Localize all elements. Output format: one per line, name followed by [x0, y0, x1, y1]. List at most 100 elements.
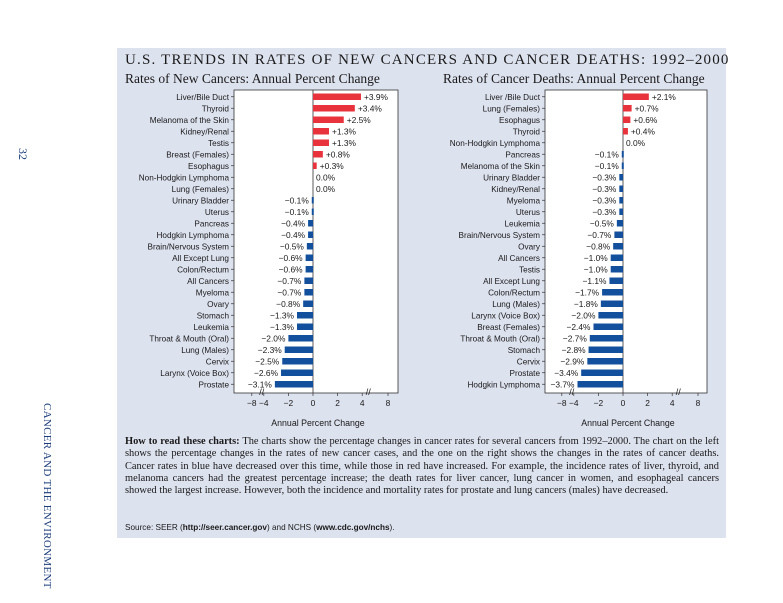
right-category-label: All Except Lung — [483, 277, 540, 286]
right-x-tick-label: −8 — [557, 398, 567, 408]
right-category-label: Testis — [519, 265, 540, 274]
left-value-label: −1.3% — [270, 322, 295, 332]
left-value-label: −0.7% — [277, 287, 302, 297]
right-category-label: Urinary Bladder — [483, 173, 540, 182]
right-value-label: −0.1% — [595, 149, 620, 159]
right-value-label: −2.7% — [563, 333, 588, 343]
right-value-label: −1.0% — [584, 253, 609, 263]
right-value-label: −2.4% — [566, 322, 591, 332]
right-value-label: +0.4% — [631, 126, 656, 136]
left-category-label: Testis — [208, 139, 229, 148]
left-bar — [313, 105, 355, 112]
left-axis-break-right: // — [366, 387, 372, 397]
left-category-label: Myeloma — [196, 288, 230, 297]
right-bar — [619, 208, 623, 215]
right-category-label: Uterus — [516, 208, 540, 217]
right-category-label: Thyroid — [513, 127, 541, 136]
left-x-tick-label: −4 — [259, 398, 269, 408]
left-bar — [297, 323, 313, 330]
right-value-label: −0.3% — [592, 184, 617, 194]
left-x-tick-label: 2 — [335, 398, 340, 408]
right-category-label: Lung (Females) — [483, 104, 541, 113]
left-category-label: Lung (Females) — [172, 185, 230, 194]
left-value-label: +1.3% — [332, 126, 357, 136]
left-category-label: Melanoma of the Skin — [150, 116, 230, 125]
left-value-label: −0.8% — [276, 299, 301, 309]
left-category-label: Cervix — [206, 357, 229, 366]
left-category-label: Urinary Bladder — [172, 196, 229, 205]
right-category-label: Prostate — [510, 369, 541, 378]
source-link-nchs[interactable]: www.cdc.gov/nchs — [316, 523, 390, 532]
left-category-label: Esophagus — [188, 162, 229, 171]
left-bar — [304, 277, 313, 284]
left-category-label: Pancreas — [194, 219, 229, 228]
right-value-label: −0.7% — [587, 230, 612, 240]
right-category-label: Cervix — [517, 357, 540, 366]
right-category-label: Non-Hodgkin Lymphoma — [450, 139, 541, 148]
left-category-label: Stomach — [197, 311, 230, 320]
left-value-label: +0.3% — [320, 161, 345, 171]
left-value-label: +1.3% — [332, 138, 357, 148]
source-middle: ) and NCHS ( — [266, 523, 317, 532]
right-category-label: Brain/Nervous System — [459, 231, 541, 240]
left-bar — [313, 93, 361, 100]
left-x-tick-label: 0 — [311, 398, 316, 408]
left-bar — [305, 254, 313, 261]
left-value-label: −0.6% — [279, 253, 304, 263]
right-bar — [621, 162, 624, 169]
left-value-label: −0.1% — [285, 195, 310, 205]
right-x-tick-label: 2 — [645, 398, 650, 408]
source-link-seer[interactable]: http://seer.cancer.gov — [182, 523, 267, 532]
right-value-label: −2.0% — [571, 310, 596, 320]
right-x-tick-label: −4 — [569, 398, 579, 408]
left-category-label: Liver/Bile Duct — [176, 93, 230, 102]
left-bar — [311, 197, 314, 204]
right-axis-break-left: // — [569, 387, 575, 397]
right-x-tick-label: 8 — [696, 398, 701, 408]
right-bar — [616, 220, 623, 227]
left-bar — [297, 312, 313, 319]
left-bar — [274, 381, 313, 388]
left-bar — [313, 128, 329, 135]
left-value-label: 0.0% — [316, 184, 336, 194]
right-category-label: Kidney/Renal — [491, 185, 540, 194]
left-category-label: Leukemia — [193, 323, 229, 332]
right-bar — [602, 289, 623, 296]
right-bar — [623, 93, 649, 100]
right-bar — [619, 185, 623, 192]
left-x-tick-label: 4 — [360, 398, 365, 408]
right-category-label: Liver /Bile Duct — [485, 93, 541, 102]
right-value-label: −2.9% — [560, 356, 585, 366]
figure-main-title: U.S. TRENDS IN RATES OF NEW CANCERS AND … — [125, 52, 730, 68]
left-category-label: Breast (Females) — [166, 150, 229, 159]
right-category-label: Leukemia — [504, 219, 540, 228]
how-to-read-text: How to read these charts: The charts sho… — [125, 436, 719, 497]
page-number: 32 — [16, 148, 30, 160]
right-bar — [589, 335, 623, 342]
left-category-label: Non-Hodgkin Lymphoma — [139, 173, 230, 182]
left-bar — [288, 335, 313, 342]
left-value-label: +0.8% — [326, 149, 351, 159]
right-bar — [610, 266, 623, 273]
left-category-label: Brain/Nervous System — [148, 242, 230, 251]
right-x-tick-label: −2 — [594, 398, 604, 408]
left-category-label: Thyroid — [202, 104, 230, 113]
right-x-axis-title: Annual Percent Change — [581, 418, 675, 428]
right-category-label: Throat & Mouth (Oral) — [460, 334, 540, 343]
section-side-label: CANCER AND THE ENVIRONMENT — [41, 403, 53, 589]
source-prefix: Source: SEER ( — [125, 523, 183, 532]
left-x-axis-title: Annual Percent Change — [271, 418, 365, 428]
left-bar — [281, 369, 313, 376]
right-plot-frame — [544, 89, 708, 394]
left-category-label: Throat & Mouth (Oral) — [149, 334, 229, 343]
left-value-label: −0.1% — [285, 207, 310, 217]
left-bar — [282, 358, 313, 365]
left-value-label: −0.6% — [279, 264, 304, 274]
left-category-label: Larynx (Voice Box) — [160, 369, 229, 378]
right-bar — [593, 323, 623, 330]
left-value-label: −1.3% — [270, 310, 295, 320]
left-category-label: Ovary — [207, 300, 230, 309]
left-value-label: +2.5% — [347, 115, 372, 125]
right-category-label: Larynx (Voice Box) — [471, 311, 540, 320]
right-value-label: −0.3% — [592, 172, 617, 182]
